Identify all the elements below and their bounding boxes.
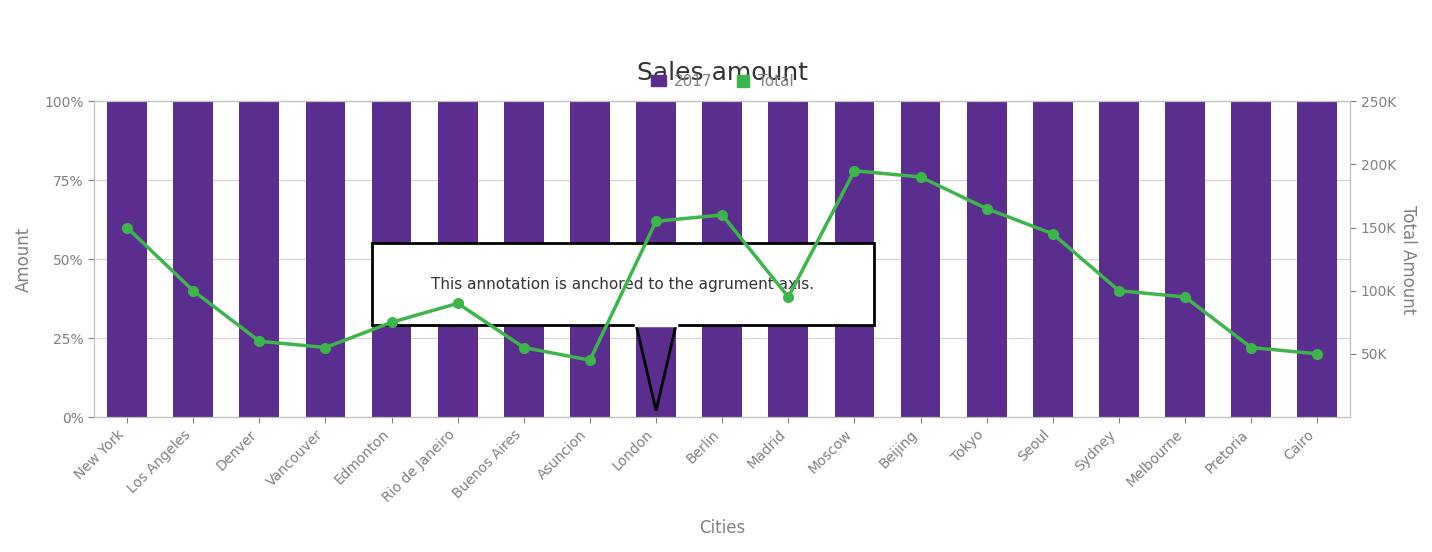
Bar — [504, 101, 544, 417]
Y-axis label: Total Amount: Total Amount — [1399, 204, 1418, 314]
Bar — [636, 101, 676, 417]
Bar — [835, 101, 875, 417]
Bar — [239, 101, 279, 417]
Title: Sales amount: Sales amount — [637, 61, 808, 86]
Bar — [570, 101, 610, 417]
Bar — [1232, 101, 1272, 417]
Bar — [438, 101, 477, 417]
Bar — [173, 101, 213, 417]
Bar — [1166, 101, 1204, 417]
Bar — [769, 101, 808, 417]
Bar — [372, 101, 411, 417]
Bar — [1100, 101, 1138, 417]
Bar — [967, 101, 1007, 417]
Bar — [1297, 101, 1337, 417]
Text: This annotation is anchored to the agrument axis.: This annotation is anchored to the agrum… — [431, 277, 815, 292]
Bar — [702, 101, 742, 417]
Bar — [901, 101, 941, 417]
Y-axis label: Amount: Amount — [14, 226, 33, 292]
Legend: 2017, Total: 2017, Total — [644, 68, 800, 95]
Bar — [372, 243, 875, 326]
X-axis label: Cities: Cities — [699, 519, 745, 537]
Bar — [1032, 101, 1073, 417]
Bar — [305, 101, 345, 417]
Bar — [107, 101, 147, 417]
